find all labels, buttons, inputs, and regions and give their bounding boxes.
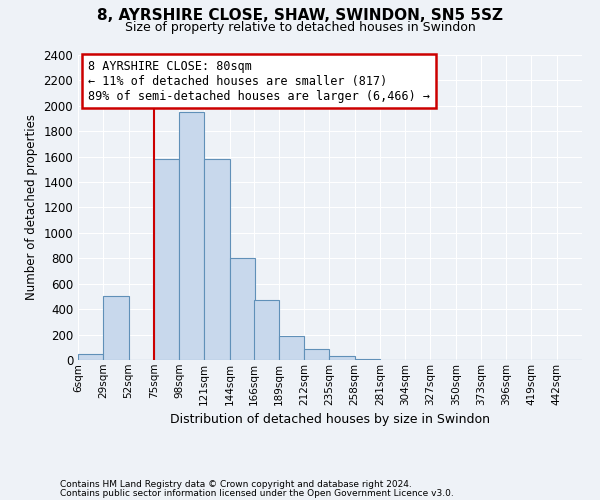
Bar xyxy=(279,336,304,360)
Bar xyxy=(179,112,204,360)
Bar xyxy=(204,159,230,360)
Bar xyxy=(78,354,103,360)
Text: 8 AYRSHIRE CLOSE: 80sqm: 8 AYRSHIRE CLOSE: 80sqm xyxy=(88,60,252,72)
Y-axis label: Number of detached properties: Number of detached properties xyxy=(25,114,38,300)
Text: Contains public sector information licensed under the Open Government Licence v3: Contains public sector information licen… xyxy=(60,488,454,498)
Bar xyxy=(329,356,355,360)
Bar xyxy=(154,159,179,360)
Bar xyxy=(103,296,128,360)
Bar xyxy=(230,258,255,360)
Bar xyxy=(254,300,279,360)
Bar xyxy=(304,348,329,360)
Text: Size of property relative to detached houses in Swindon: Size of property relative to detached ho… xyxy=(125,21,475,34)
Text: 8, AYRSHIRE CLOSE, SHAW, SWINDON, SN5 5SZ: 8, AYRSHIRE CLOSE, SHAW, SWINDON, SN5 5S… xyxy=(97,8,503,22)
Text: Contains HM Land Registry data © Crown copyright and database right 2024.: Contains HM Land Registry data © Crown c… xyxy=(60,480,412,489)
Text: 8 AYRSHIRE CLOSE: 80sqm
← 11% of detached houses are smaller (817)
89% of semi-d: 8 AYRSHIRE CLOSE: 80sqm ← 11% of detache… xyxy=(88,60,430,102)
X-axis label: Distribution of detached houses by size in Swindon: Distribution of detached houses by size … xyxy=(170,413,490,426)
